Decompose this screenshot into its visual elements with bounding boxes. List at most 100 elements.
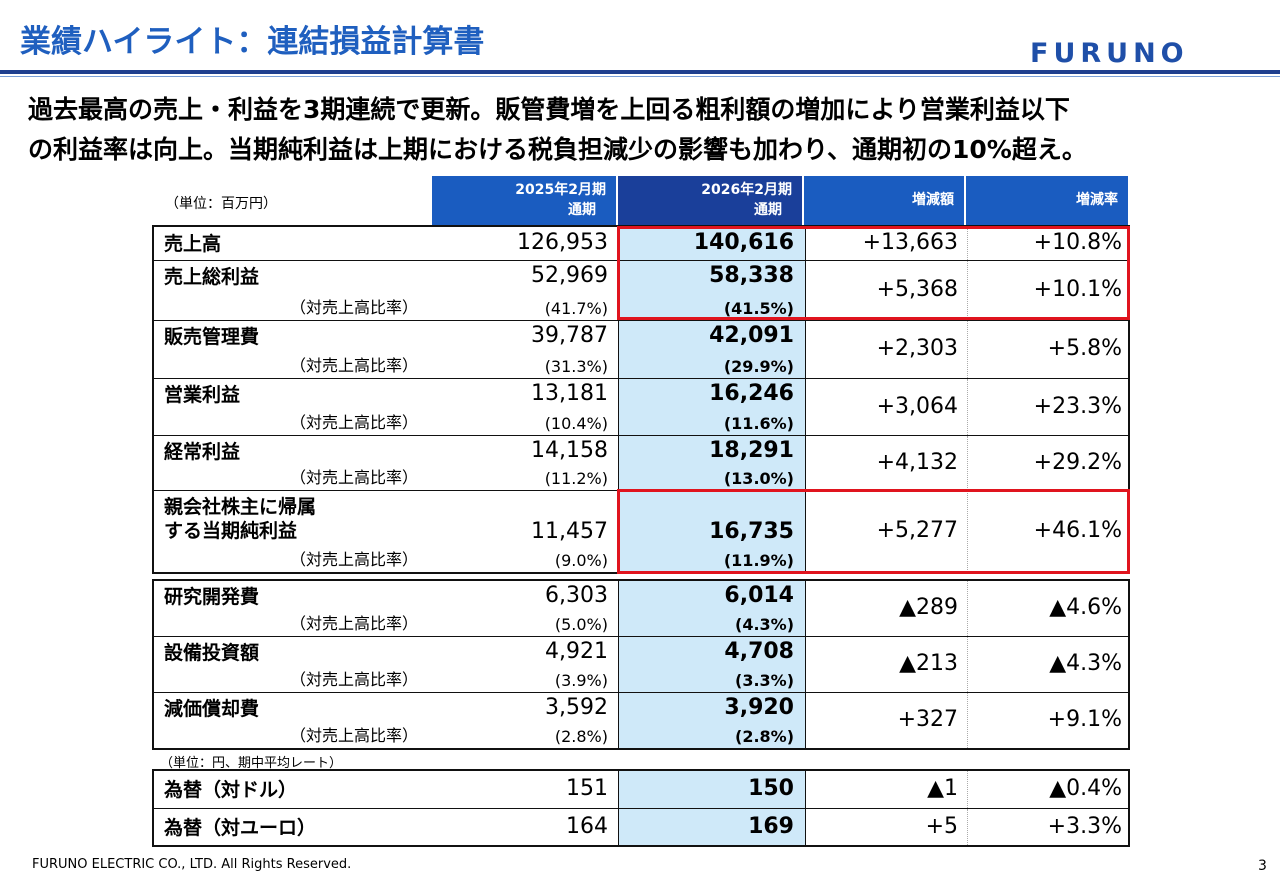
change-amount: +5,277 xyxy=(876,518,958,543)
dotted-divider xyxy=(967,637,968,692)
row-label: 設備投資額 xyxy=(164,641,259,665)
table-row: 為替（対ユーロ） 164 169 +5 +3.3% xyxy=(154,808,1128,845)
current-ratio: (4.3%) xyxy=(735,615,794,634)
current-ratio: (11.9%) xyxy=(723,551,794,570)
summary-line: の利益率は向上。当期純利益は上期における税負担減少の影響も加わり、通期初の10%… xyxy=(28,135,1087,164)
change-amount: +5 xyxy=(925,813,958,839)
current-column-bg xyxy=(618,261,806,320)
dotted-divider xyxy=(967,436,968,490)
row-label-line: 研究開発費 xyxy=(164,586,260,608)
dotted-divider xyxy=(967,379,968,435)
table-row: 減価償却費 （対売上高比率） 3,592 3,920 (2.8%) (2.8%) +327 +… xyxy=(154,692,1128,748)
current-value: 16,735 xyxy=(709,519,794,544)
row-label: 経常利益 xyxy=(164,440,240,464)
row-label-line: 減価償却費 xyxy=(164,698,260,720)
row-label: 売上総利益 xyxy=(164,265,259,289)
row-label-line: 売上総利益 xyxy=(164,266,260,288)
column-header: 2026年2月期 通期 xyxy=(618,176,802,225)
prev-value: 52,969 xyxy=(531,263,608,288)
row-label: 売上高 xyxy=(164,232,221,256)
current-ratio: (41.5%) xyxy=(723,299,794,318)
change-amount: ▲213 xyxy=(899,651,958,676)
table-row: 営業利益 （対売上高比率） 13,181 16,246 (10.4%) (11.6%) +3… xyxy=(154,378,1128,435)
row-label: 減価償却費 xyxy=(164,697,259,721)
row-label-line: 親会社株主に帰属 xyxy=(164,496,317,518)
row-label-line: 為替（対ユーロ） xyxy=(164,816,317,839)
change-amount: +3,064 xyxy=(876,393,958,419)
table-group: 売上高 126,953 140,616 +13,663 +10.8% 売上総利益 （対売上高… xyxy=(152,225,1130,574)
table-row: 設備投資額 （対売上高比率） 4,921 4,708 (3.9%) (3.3%) ▲213 ▲… xyxy=(154,636,1128,692)
prev-value: 11,457 xyxy=(531,519,608,544)
column-header-line: 2026年2月期 xyxy=(701,182,792,198)
current-ratio: (2.8%) xyxy=(735,727,794,746)
current-column-bg xyxy=(618,809,806,845)
row-sublabel: （対売上高比率） xyxy=(290,550,419,569)
change-amount: +5,368 xyxy=(876,277,958,302)
change-rate: +29.2% xyxy=(1033,449,1122,475)
current-ratio: (3.3%) xyxy=(735,671,794,690)
change-amount: +2,303 xyxy=(876,336,958,361)
change-rate: ▲0.4% xyxy=(1049,775,1122,801)
prev-value: 14,158 xyxy=(531,438,608,463)
current-value: 58,338 xyxy=(709,263,794,288)
change-rate: +23.3% xyxy=(1033,393,1122,419)
page-number: 3 xyxy=(1258,858,1267,874)
summary: 過去最高の売上・利益を3期連続で更新。販管費増を上回る粗利額の増加により営業利益… xyxy=(28,90,1087,170)
row-sublabel: （対売上高比率） xyxy=(290,468,419,487)
change-amount: ▲1 xyxy=(927,775,958,801)
rule xyxy=(0,70,1280,74)
column-header: 増減率 xyxy=(966,176,1128,225)
prev-ratio: (2.8%) xyxy=(554,727,608,746)
prev-value: 164 xyxy=(566,813,608,839)
row-sublabel: （対売上高比率） xyxy=(290,298,419,317)
summary-line: 過去最高の売上・利益を3期連続で更新。販管費増を上回る粗利額の増加により営業利益… xyxy=(28,95,1070,124)
prev-value: 4,921 xyxy=(545,639,608,664)
fx-unit: （単位：円、期中平均レート） xyxy=(160,756,343,771)
current-value: 140,616 xyxy=(693,229,794,255)
fx-table: 為替（対ドル） 151 150 ▲1 ▲0.4% 為替（対ユーロ） 164 169 +5 +3.3… xyxy=(152,769,1130,847)
change-amount: +4,132 xyxy=(876,449,958,475)
prev-value: 151 xyxy=(566,775,608,801)
table-row: 売上高 126,953 140,616 +13,663 +10.8% xyxy=(154,227,1128,260)
prev-ratio: (31.3%) xyxy=(544,357,608,376)
row-label-line: する当期純利益 xyxy=(164,520,298,542)
current-column-bg xyxy=(618,321,806,378)
row-label-line: 設備投資額 xyxy=(164,642,260,664)
dotted-divider xyxy=(967,227,968,260)
row-sublabel: （対売上高比率） xyxy=(290,356,419,375)
current-value: 16,246 xyxy=(709,381,794,406)
change-amount: +13,663 xyxy=(862,229,958,255)
change-rate: +10.1% xyxy=(1033,277,1122,302)
dotted-divider xyxy=(967,771,968,808)
prev-ratio: (11.2%) xyxy=(544,469,608,488)
table-row: 経常利益 （対売上高比率） 14,158 18,291 (11.2%) (13.0%) +4… xyxy=(154,435,1128,490)
current-column-bg xyxy=(618,693,806,748)
current-value: 150 xyxy=(748,775,794,801)
prev-ratio: (9.0%) xyxy=(554,551,608,570)
current-value: 6,014 xyxy=(724,583,794,608)
row-sublabel: （対売上高比率） xyxy=(290,614,419,633)
current-column-bg xyxy=(618,436,806,490)
current-value: 18,291 xyxy=(709,438,794,463)
unit: （単位：百万円） xyxy=(165,196,277,212)
dotted-divider xyxy=(967,581,968,636)
prev-ratio: (5.0%) xyxy=(554,615,608,634)
prev-value: 3,592 xyxy=(545,695,608,720)
row-sublabel: （対売上高比率） xyxy=(290,413,419,432)
dotted-divider xyxy=(967,491,968,572)
current-value: 3,920 xyxy=(724,695,794,720)
table-row: 親会社株主に帰属 する当期純利益 （対売上高比率） 11,457 16,735 (9.0%… xyxy=(154,490,1128,572)
copyright: FURUNO ELECTRIC CO., LTD. All Rights Res… xyxy=(32,857,352,872)
current-column-bg xyxy=(618,227,806,260)
row-label-line: 為替（対ドル） xyxy=(164,778,298,801)
row-label: 研究開発費 xyxy=(164,585,259,609)
current-column-bg xyxy=(618,581,806,636)
row-label: 販売管理費 xyxy=(164,325,259,349)
table-row: 販売管理費 （対売上高比率） 39,787 42,091 (31.3%) (29.9%) +… xyxy=(154,320,1128,378)
change-rate: +5.8% xyxy=(1047,336,1122,361)
table-row: 為替（対ドル） 151 150 ▲1 ▲0.4% xyxy=(154,771,1128,808)
prev-value: 126,953 xyxy=(517,229,608,255)
change-rate: +9.1% xyxy=(1047,707,1122,732)
prev-ratio: (3.9%) xyxy=(554,671,608,690)
current-ratio: (11.6%) xyxy=(723,414,794,433)
